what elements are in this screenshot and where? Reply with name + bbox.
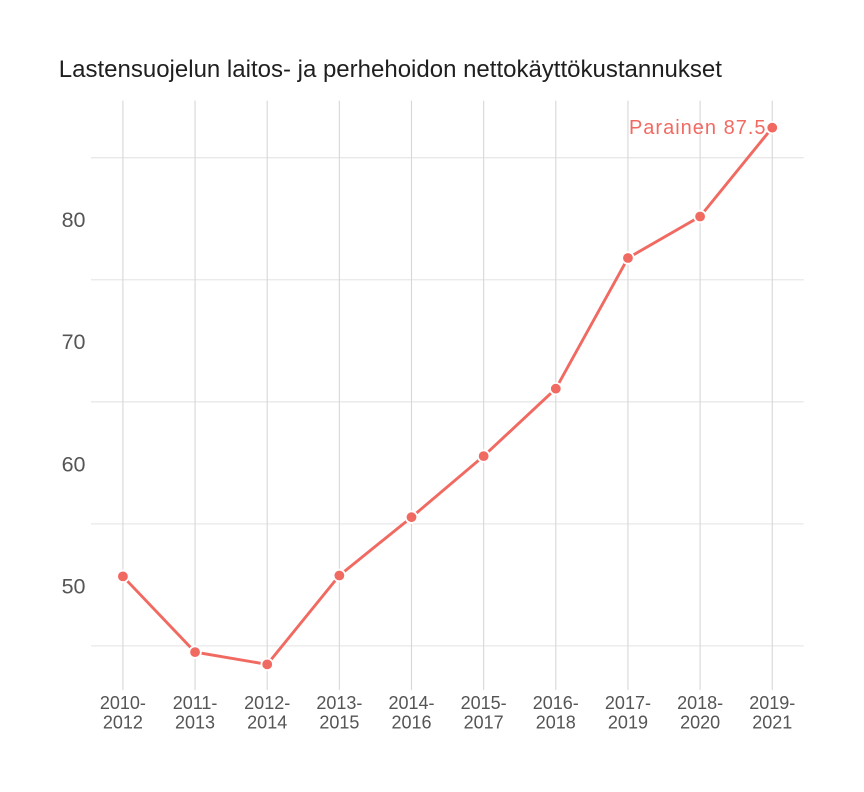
svg-text:70: 70 <box>62 330 86 354</box>
svg-text:2011-2013: 2011-2013 <box>173 693 218 732</box>
svg-text:2012-2014: 2012-2014 <box>244 693 290 732</box>
svg-text:2015-2017: 2015-2017 <box>461 693 507 732</box>
svg-text:2018-2020: 2018-2020 <box>677 693 723 732</box>
svg-text:50: 50 <box>62 574 86 598</box>
svg-text:Parainen 87.5: Parainen 87.5 <box>629 117 767 139</box>
svg-text:2014-2016: 2014-2016 <box>388 693 434 732</box>
svg-text:80: 80 <box>62 208 86 232</box>
svg-text:2016-2018: 2016-2018 <box>533 693 579 732</box>
svg-text:60: 60 <box>62 452 86 476</box>
svg-text:2019-2021: 2019-2021 <box>749 693 795 732</box>
svg-text:2013-2015: 2013-2015 <box>316 693 362 732</box>
svg-text:2010-2012: 2010-2012 <box>100 693 146 732</box>
svg-text:Lastensuojelun laitos- ja perh: Lastensuojelun laitos- ja perhehoidon ne… <box>59 56 722 83</box>
svg-text:2017-2019: 2017-2019 <box>605 693 651 732</box>
